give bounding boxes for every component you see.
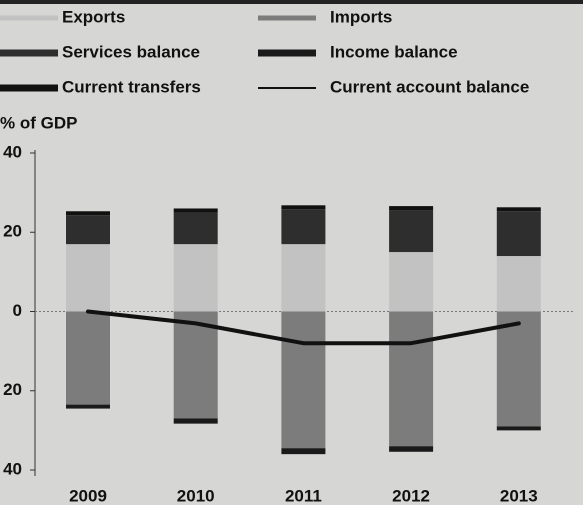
bar-segment	[173, 244, 218, 312]
bar-segment	[173, 212, 218, 245]
legend-label: Current transfers	[62, 77, 201, 96]
x-tick-label: 2011	[285, 486, 322, 505]
bar-segment	[66, 404, 110, 409]
bar-segment	[496, 207, 541, 212]
bar-segment	[389, 210, 434, 253]
bar-segment	[496, 256, 541, 312]
x-tick-label: 2010	[177, 486, 215, 505]
bar-segment	[496, 211, 541, 257]
bar-segment	[389, 206, 434, 211]
legend-label: Income balance	[330, 42, 458, 61]
y-tick-label: 20	[3, 380, 22, 399]
y-tick-label: 40	[3, 459, 22, 478]
y-tick-label: 0	[13, 301, 22, 320]
bar-segment	[389, 311, 434, 447]
legend-label: Services balance	[62, 42, 200, 61]
bar-segment	[173, 311, 218, 419]
bar-segment	[496, 426, 541, 431]
y-tick-label: 20	[3, 222, 22, 241]
bar-segment	[281, 209, 326, 245]
bar-segment	[66, 244, 110, 312]
y-tick-label: 40	[3, 142, 22, 161]
legend-label: Current account balance	[330, 77, 529, 96]
x-tick-label: 2012	[392, 486, 430, 505]
bar-segment	[66, 215, 110, 245]
legend-label: Imports	[330, 7, 392, 26]
bar-segment	[389, 252, 434, 312]
bar-segment	[389, 446, 434, 452]
bar-segment	[281, 205, 326, 210]
bar-segment	[66, 211, 110, 216]
x-tick-label: 2013	[500, 486, 538, 505]
bar-segment	[496, 311, 541, 427]
bar-segment	[281, 448, 326, 455]
bar-segment	[173, 418, 218, 424]
bar-segment	[66, 311, 110, 405]
bar-segment	[281, 311, 326, 449]
top-rule	[0, 0, 583, 4]
y-axis-label: % of GDP	[0, 113, 77, 132]
line-series	[86, 309, 521, 346]
x-tick-label: 2009	[69, 486, 107, 505]
bar-segment	[281, 244, 326, 312]
legend-label: Exports	[62, 7, 125, 26]
bar-segment	[173, 208, 218, 213]
